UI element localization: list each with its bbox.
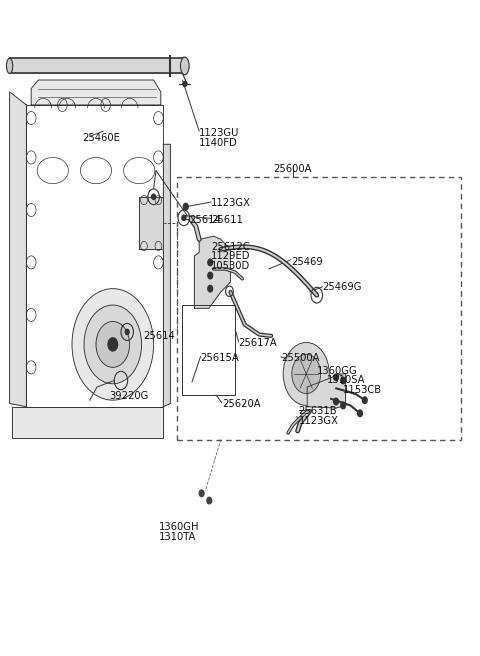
Text: 1153CB: 1153CB [343, 385, 382, 396]
Text: 25469: 25469 [291, 256, 323, 267]
Circle shape [108, 338, 118, 351]
Text: 25612C: 25612C [211, 241, 250, 252]
Text: 1140FD: 1140FD [199, 138, 238, 148]
Circle shape [84, 305, 142, 384]
Text: 25460E: 25460E [82, 133, 120, 143]
Circle shape [283, 342, 329, 405]
Circle shape [96, 321, 130, 367]
Polygon shape [10, 58, 185, 73]
Text: 1310SA: 1310SA [326, 375, 365, 386]
Text: 1129ED: 1129ED [211, 251, 251, 262]
Circle shape [152, 194, 156, 199]
Text: 39220G: 39220G [109, 390, 149, 401]
Text: 25615A: 25615A [201, 352, 240, 363]
Text: 25611: 25611 [211, 215, 243, 226]
Bar [182, 305, 235, 395]
Text: 25620A: 25620A [222, 399, 260, 409]
Ellipse shape [81, 157, 111, 184]
Polygon shape [307, 374, 346, 408]
Circle shape [207, 497, 212, 504]
Circle shape [341, 377, 346, 384]
Polygon shape [163, 144, 170, 407]
Circle shape [199, 490, 204, 497]
Text: 1123GU: 1123GU [199, 128, 240, 138]
Text: 1360GH: 1360GH [158, 522, 199, 533]
Polygon shape [139, 197, 163, 249]
Text: 25469G: 25469G [323, 282, 362, 293]
Circle shape [183, 203, 188, 210]
Ellipse shape [7, 58, 12, 73]
Text: 1360GG: 1360GG [317, 365, 358, 376]
Polygon shape [194, 236, 230, 308]
Text: 25614: 25614 [190, 215, 221, 226]
Circle shape [292, 354, 321, 394]
Text: 25614: 25614 [143, 331, 175, 341]
Text: 10530D: 10530D [211, 261, 251, 272]
Polygon shape [31, 80, 161, 105]
Circle shape [182, 215, 186, 220]
Text: 1310TA: 1310TA [158, 532, 196, 543]
Text: 25600A: 25600A [274, 163, 312, 174]
Circle shape [341, 402, 346, 409]
Text: 25500A: 25500A [281, 353, 319, 363]
Text: 25631B: 25631B [299, 406, 337, 417]
Circle shape [125, 329, 129, 335]
Circle shape [208, 285, 213, 292]
Polygon shape [12, 407, 163, 438]
Ellipse shape [124, 157, 155, 184]
Ellipse shape [180, 57, 189, 75]
Circle shape [208, 259, 213, 266]
Circle shape [183, 81, 187, 87]
Bar [177, 177, 461, 440]
Text: 1123GX: 1123GX [211, 198, 251, 209]
Polygon shape [10, 92, 26, 407]
Circle shape [72, 289, 154, 400]
Text: 1123GX: 1123GX [299, 416, 338, 426]
Circle shape [208, 272, 213, 279]
Circle shape [362, 397, 367, 403]
Circle shape [334, 398, 338, 405]
Ellipse shape [37, 157, 69, 184]
Circle shape [334, 374, 338, 380]
Text: 25617A: 25617A [239, 338, 277, 348]
Circle shape [358, 410, 362, 417]
